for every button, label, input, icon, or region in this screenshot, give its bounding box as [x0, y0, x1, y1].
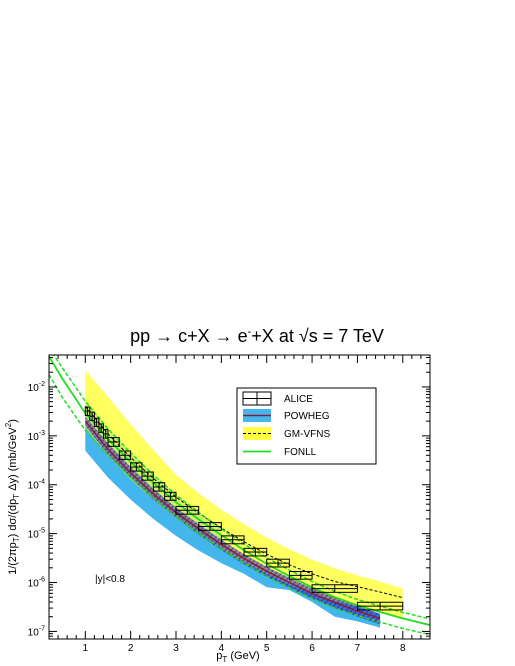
powheg-central-line: [84, 420, 381, 620]
legend-entry-gmvfns: GM-VFNS: [243, 427, 330, 440]
alice-point: [152, 482, 166, 492]
legend-label-gmvfns: GM-VFNS: [284, 429, 330, 440]
alice-point: [118, 450, 132, 460]
alice-point: [93, 417, 100, 428]
alice-point: [243, 547, 268, 557]
x-tick-label: 8: [400, 643, 406, 654]
y-tick-label: 10-7: [28, 625, 45, 638]
x-tick-label: 2: [128, 643, 134, 654]
legend-entry-alice: ALICE: [242, 391, 313, 406]
alice-point: [164, 491, 177, 501]
x-tick-label: 1: [83, 643, 89, 654]
legend-label-powheg: POWHEG: [284, 411, 330, 422]
alice-point: [356, 601, 404, 611]
legend-entry-fonll: FONLL: [243, 447, 317, 458]
alice-point: [141, 471, 154, 481]
alice-point: [98, 423, 104, 433]
x-tick-label: 6: [309, 643, 315, 654]
fonll-lower-line: [49, 374, 430, 636]
alice-point: [220, 535, 245, 545]
alice-point: [107, 437, 120, 447]
plot-data: [49, 355, 430, 636]
x-tick-label: 5: [264, 643, 270, 654]
rapidity-annotation: |y|<0.8: [95, 574, 125, 585]
y-tick-label: 10-6: [28, 577, 45, 590]
alice-point: [84, 406, 91, 417]
alice-point: [102, 428, 109, 439]
y-tick-label: 10-4: [28, 479, 45, 492]
chart-title: pp → c+X → e-+X at √s = 7 TeV: [130, 326, 384, 346]
x-axis-label: pT (GeV): [216, 650, 259, 664]
legend: ALICE POWHEG GM-VFNS FONLL: [236, 387, 377, 465]
alice-point: [175, 505, 200, 515]
legend-entry-powheg: POWHEG: [243, 409, 330, 422]
axis-ticks: 1 2 3 4 5 6 7 8 10-7 10-6 10-5 10-4 10-3 10-2: [28, 355, 431, 654]
y-tick-label: 10-3: [28, 430, 45, 443]
alice-point: [89, 411, 95, 422]
alice-point: [288, 571, 313, 580]
y-tick-label: 10-2: [28, 381, 45, 394]
alice-point: [198, 522, 222, 531]
legend-label-alice: ALICE: [284, 394, 313, 405]
x-tick-label: 3: [173, 643, 179, 654]
alice-point: [311, 584, 358, 593]
y-axis-label: 1/(2πpT) dσ/(dpT Δy) (mb/GeV2): [4, 419, 21, 575]
x-tick-label: 4: [219, 643, 225, 654]
legend-gmvfns-band: [243, 427, 271, 440]
x-tick-label: 7: [355, 643, 361, 654]
legend-label-fonll: FONLL: [284, 447, 317, 458]
y-tick-label: 10-5: [28, 528, 45, 541]
alice-point: [130, 462, 143, 472]
alice-point: [266, 558, 290, 568]
